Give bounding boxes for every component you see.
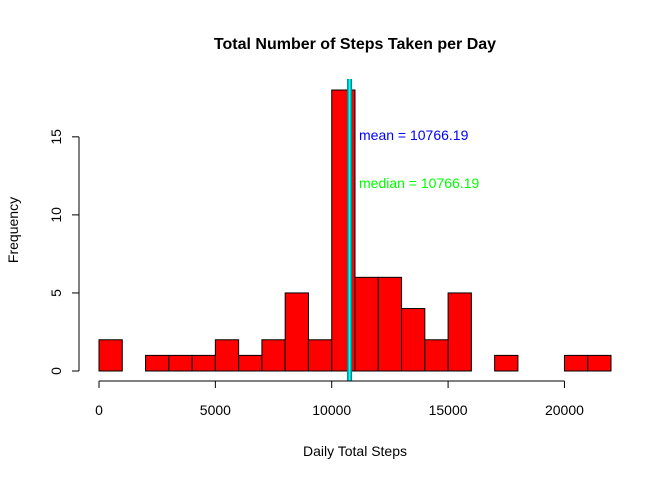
histogram-bar bbox=[563, 354, 589, 372]
histogram-bar bbox=[191, 354, 216, 372]
x-tick-label: 15000 bbox=[429, 402, 468, 418]
y-tick-label: 0 bbox=[48, 367, 64, 375]
y-tick-label: 10 bbox=[48, 207, 64, 223]
histogram-bar bbox=[377, 276, 403, 372]
x-tick-label: 5000 bbox=[200, 402, 231, 418]
histogram-bar bbox=[447, 292, 472, 372]
y-axis-label: Frequency bbox=[5, 197, 21, 263]
x-axis-label: Daily Total Steps bbox=[303, 443, 407, 459]
y-tick-label: 15 bbox=[48, 129, 64, 145]
histogram-bar bbox=[261, 339, 286, 372]
histogram-bar bbox=[238, 354, 263, 372]
histogram-bar bbox=[98, 339, 123, 372]
histogram-bar bbox=[354, 276, 379, 372]
x-tick-label: 10000 bbox=[312, 402, 351, 418]
x-tick-label: 20000 bbox=[545, 402, 584, 418]
y-axis: 0 5 10 15 bbox=[48, 129, 80, 375]
histogram-bar bbox=[401, 308, 426, 372]
x-tick-label: 0 bbox=[95, 402, 103, 418]
histogram-bar bbox=[307, 339, 333, 372]
chart-title: Total Number of Steps Taken per Day bbox=[214, 36, 496, 53]
histogram-bar bbox=[214, 339, 240, 372]
histogram-bar bbox=[145, 354, 170, 372]
histogram-bar bbox=[424, 339, 449, 372]
x-axis: 0 5000 10000 15000 20000 bbox=[95, 380, 584, 418]
histogram-bar bbox=[284, 292, 309, 372]
histogram-bar bbox=[168, 354, 193, 372]
histogram-bar bbox=[494, 354, 519, 372]
y-tick-label: 5 bbox=[48, 289, 64, 297]
bars-group bbox=[98, 89, 612, 372]
histogram-bar bbox=[587, 354, 612, 372]
mean-annotation: mean = 10766.19 bbox=[359, 127, 469, 143]
median-annotation: median = 10766.19 bbox=[359, 175, 479, 191]
